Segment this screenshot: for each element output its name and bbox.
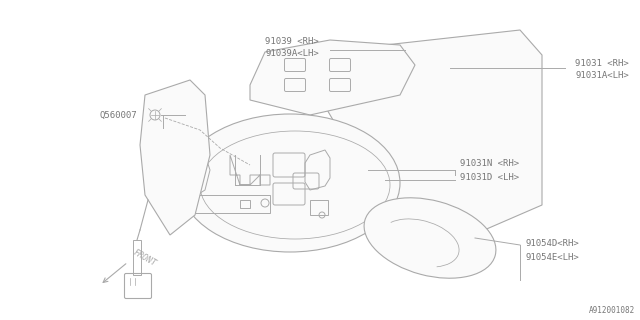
Polygon shape <box>250 40 415 115</box>
Text: 91031 <RH>: 91031 <RH> <box>575 60 628 68</box>
Text: 91031N <RH>: 91031N <RH> <box>460 159 519 169</box>
Polygon shape <box>295 30 542 260</box>
Text: A912001082: A912001082 <box>589 306 635 315</box>
Bar <box>310 200 328 215</box>
Bar <box>195 195 270 213</box>
Ellipse shape <box>364 198 496 278</box>
Text: 91054E<LH>: 91054E<LH> <box>525 253 579 262</box>
Text: FRONT: FRONT <box>132 248 158 268</box>
Ellipse shape <box>180 114 400 252</box>
Text: 91039A<LH>: 91039A<LH> <box>265 50 319 59</box>
Polygon shape <box>140 80 210 235</box>
Text: 91031D <LH>: 91031D <LH> <box>460 173 519 182</box>
Text: Q560007: Q560007 <box>100 110 138 119</box>
Text: 91031A<LH>: 91031A<LH> <box>575 71 628 81</box>
Text: 91039 <RH>: 91039 <RH> <box>265 37 319 46</box>
Text: 91054D<RH>: 91054D<RH> <box>525 239 579 249</box>
Bar <box>133 240 141 275</box>
Bar <box>240 200 250 208</box>
